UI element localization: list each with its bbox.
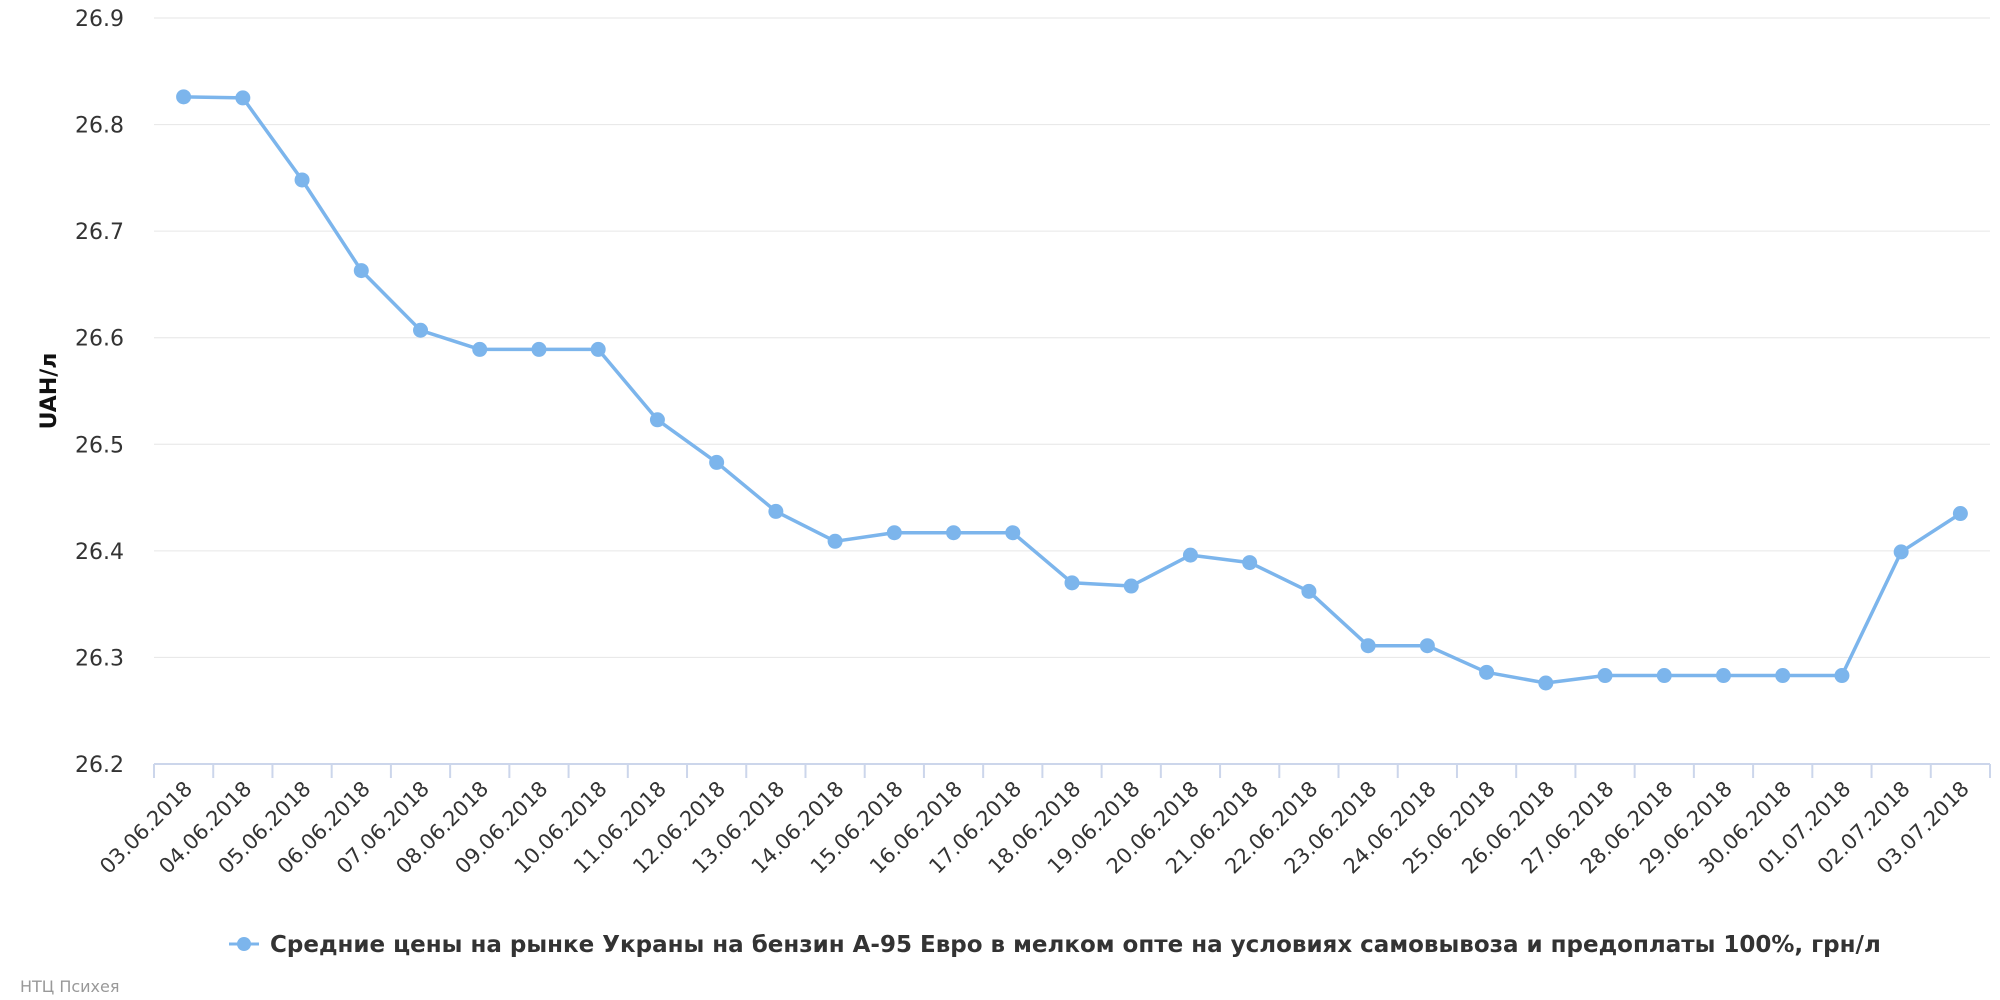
data-point[interactable] <box>531 341 547 357</box>
y-tick-label: 26.6 <box>75 327 124 352</box>
series-line <box>181 95 1963 685</box>
data-point[interactable] <box>590 341 606 357</box>
data-point[interactable] <box>1952 506 1968 522</box>
y-axis-ticks: 26.2 26.3 26.4 26.5 26.6 26.7 26.8 26.9 <box>75 7 124 778</box>
data-point[interactable] <box>176 89 192 105</box>
data-point[interactable] <box>1479 664 1495 680</box>
data-point[interactable] <box>1834 668 1850 684</box>
data-point[interactable] <box>709 454 725 470</box>
legend-label: Средние цены на рынке Украны на бензин А… <box>270 932 1881 958</box>
data-point[interactable] <box>1064 575 1080 591</box>
data-point[interactable] <box>886 525 902 541</box>
legend[interactable]: Средние цены на рынке Украны на бензин А… <box>229 932 1881 958</box>
grid-lines <box>154 17 1990 658</box>
y-tick-label: 26.9 <box>75 7 124 32</box>
y-tick-label: 26.4 <box>75 540 124 565</box>
legend-marker-icon <box>237 937 251 951</box>
data-point[interactable] <box>294 172 310 188</box>
data-point[interactable] <box>1123 578 1139 594</box>
data-point[interactable] <box>1715 668 1731 684</box>
data-point[interactable] <box>1419 638 1435 654</box>
data-point[interactable] <box>472 341 488 357</box>
data-point[interactable] <box>1301 583 1317 599</box>
x-axis <box>153 763 1991 778</box>
data-point[interactable] <box>1005 525 1021 541</box>
data-point[interactable] <box>235 90 251 106</box>
data-point[interactable] <box>413 322 429 338</box>
data-point[interactable] <box>768 503 784 519</box>
data-point[interactable] <box>1656 668 1672 684</box>
y-tick-label: 26.7 <box>75 220 124 245</box>
y-axis-label: UAH/л <box>37 353 62 430</box>
data-point[interactable] <box>827 533 843 549</box>
series-line-path <box>181 95 1963 685</box>
y-tick-label: 26.2 <box>75 753 124 778</box>
data-point[interactable] <box>1242 555 1258 571</box>
data-point[interactable] <box>1893 544 1909 560</box>
data-point[interactable] <box>649 412 665 428</box>
y-tick-label: 26.5 <box>75 433 124 458</box>
y-tick-label: 26.8 <box>75 114 124 139</box>
data-point[interactable] <box>946 525 962 541</box>
y-tick-label: 26.3 <box>75 646 124 671</box>
data-point[interactable] <box>1182 547 1198 563</box>
x-axis-ticks: 03.06.201804.06.201805.06.201806.06.2018… <box>95 777 1974 879</box>
data-point[interactable] <box>1597 668 1613 684</box>
data-point[interactable] <box>1775 668 1791 684</box>
data-point[interactable] <box>1538 675 1554 691</box>
data-point[interactable] <box>353 263 369 279</box>
credits[interactable]: НТЦ Психея <box>20 977 119 996</box>
series-points <box>176 89 1968 691</box>
data-point[interactable] <box>1360 638 1376 654</box>
